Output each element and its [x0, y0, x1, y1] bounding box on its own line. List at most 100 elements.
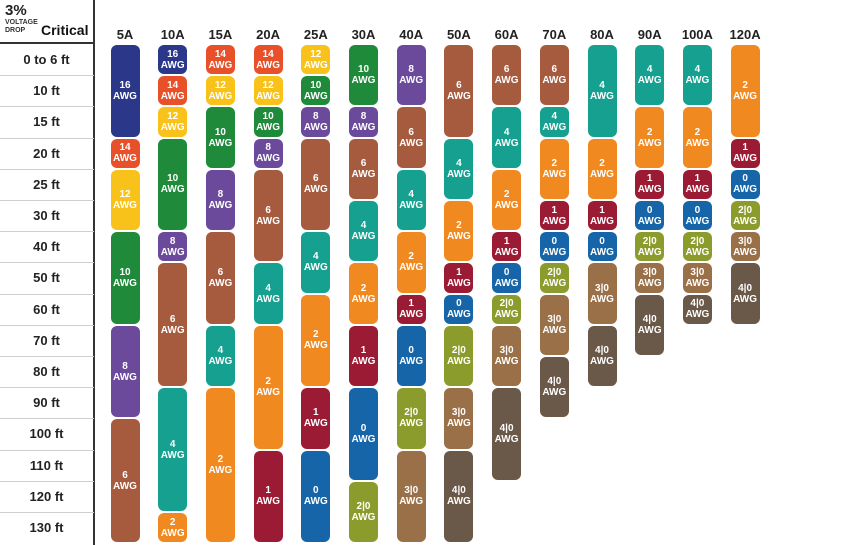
- gauge-value: 8: [169, 235, 176, 247]
- gauge-block: 3|0 AWG: [396, 450, 426, 543]
- gauge-block: 4|0 AWG: [587, 325, 617, 387]
- gauge-block: 3|0 AWG: [682, 263, 712, 293]
- gauge-block: 4 AWG: [444, 138, 474, 199]
- gauge-block: 4 AWG: [349, 201, 378, 262]
- column-header: 40A: [399, 27, 424, 42]
- gauge-block: 2 AWG: [349, 263, 378, 324]
- row-divider: [0, 200, 94, 201]
- gauge-value: 6: [551, 64, 558, 76]
- gauge-value: 12: [167, 110, 179, 122]
- gauge-unit: AWG: [399, 75, 424, 87]
- gauge-block: 16 AWG: [110, 45, 140, 137]
- gauge-value: 1: [694, 173, 701, 185]
- gauge-unit: AWG: [494, 246, 519, 258]
- gauge-block: 10 AWG: [253, 107, 283, 137]
- gauge-block: 6 AWG: [444, 45, 474, 137]
- gauge-value: 0: [456, 298, 462, 310]
- voltage-drop-label: VOLTAGE DROP: [5, 19, 38, 35]
- gauge-value: 4: [551, 110, 558, 122]
- gauge-unit: AWG: [590, 246, 614, 258]
- gauge-value: 4: [599, 79, 605, 91]
- row-divider: [0, 262, 94, 264]
- gauge-value: 12: [310, 48, 322, 60]
- gauge-block: 0 AWG: [301, 450, 331, 543]
- gauge-value: 2|0: [690, 235, 705, 247]
- percent-label: 3%: [5, 2, 27, 19]
- gauge-value: 10: [119, 266, 131, 278]
- gauge-block: 12 AWG: [301, 45, 331, 75]
- gauge-unit: AWG: [351, 75, 376, 87]
- gauge-unit: AWG: [590, 168, 614, 180]
- gauge-block: 4 AWG: [682, 45, 712, 106]
- gauge-value: 6: [265, 204, 271, 216]
- gauge-unit: AWG: [590, 293, 614, 305]
- gauge-block: 0 AWG: [635, 201, 665, 231]
- gauge-unit: AWG: [733, 246, 758, 258]
- gauge-value: 1: [456, 266, 462, 278]
- gauge-value: 1: [646, 173, 653, 185]
- gauge-block: 12 AWG: [110, 169, 140, 231]
- row-label: 110 ft: [29, 457, 64, 473]
- gauge-unit: AWG: [446, 496, 471, 508]
- gauge-value: 3|0: [738, 235, 753, 247]
- gauge-block: 6 AWG: [158, 263, 188, 387]
- column-header: 20A: [256, 27, 281, 42]
- gauge-value: 6: [169, 313, 176, 325]
- gauge-value: 4|0: [738, 282, 753, 294]
- gauge-unit: AWG: [351, 121, 376, 133]
- gauge-block: 0 AWG: [349, 388, 378, 480]
- column-header: 120A: [729, 27, 761, 42]
- gauge-unit: AWG: [637, 137, 662, 149]
- gauge-unit: AWG: [733, 184, 758, 196]
- column-header: 15A: [208, 27, 233, 42]
- gauge-value: 14: [262, 48, 274, 60]
- gauge-value: 3|0: [642, 266, 657, 278]
- gauge-unit: AWG: [160, 324, 185, 336]
- gauge-unit: AWG: [256, 496, 281, 508]
- gauge-value: 8: [408, 64, 414, 76]
- gauge-unit: AWG: [160, 90, 185, 102]
- gauge-unit: AWG: [542, 324, 567, 336]
- gauge-block: 1 AWG: [396, 294, 426, 324]
- gauge-value: 2|0: [738, 204, 753, 216]
- gauge-value: 1: [313, 407, 319, 419]
- gauge-block: 3|0 AWG: [539, 294, 569, 355]
- row-divider: [0, 168, 94, 170]
- gauge-block: 0 AWG: [444, 294, 474, 324]
- gauge-unit: AWG: [494, 137, 519, 149]
- gauge-block: 8 AWG: [253, 138, 283, 168]
- gauge-value: 0: [408, 344, 414, 356]
- row-label: 100 ft: [29, 426, 64, 442]
- gauge-block: 2|0 AWG: [349, 481, 378, 543]
- gauge-value: 8: [122, 360, 128, 372]
- gauge-block: 4 AWG: [253, 263, 283, 324]
- gauge-value: 4: [408, 188, 414, 200]
- gauge-block: 6 AWG: [539, 45, 569, 106]
- gauge-block: 8 AWG: [205, 169, 235, 231]
- gauge-value: 3|0: [595, 282, 609, 294]
- gauge-value: 2: [217, 454, 224, 466]
- gauge-value: 6: [408, 126, 414, 138]
- gauge-value: 10: [214, 126, 226, 138]
- gauge-unit: AWG: [256, 90, 281, 102]
- gauge-block: 2 AWG: [682, 107, 712, 168]
- gauge-unit: AWG: [303, 121, 328, 133]
- gauge-unit: AWG: [256, 215, 281, 227]
- gauge-block: 6 AWG: [110, 419, 140, 543]
- gauge-block: 1 AWG: [349, 325, 378, 387]
- gauge-unit: AWG: [303, 262, 328, 274]
- gauge-block: 0 AWG: [492, 263, 522, 293]
- gauge-block: 14 AWG: [253, 45, 283, 75]
- gauge-unit: AWG: [685, 75, 710, 87]
- gauge-block: 1 AWG: [682, 169, 712, 199]
- gauge-block: 3|0 AWG: [587, 263, 617, 324]
- gauge-value: 1: [360, 344, 367, 356]
- row-label: 120 ft: [29, 488, 64, 504]
- gauge-block: 2 AWG: [635, 107, 665, 168]
- gauge-value: 6: [313, 173, 319, 185]
- gauge-block: 1 AWG: [635, 169, 665, 199]
- gauge-unit: AWG: [399, 137, 424, 149]
- gauge-unit: AWG: [733, 215, 758, 227]
- gauge-unit: AWG: [160, 121, 185, 133]
- gauge-block: 6 AWG: [205, 232, 235, 324]
